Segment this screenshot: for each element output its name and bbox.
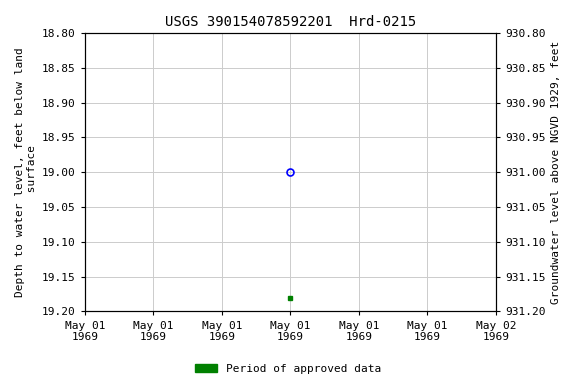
- Y-axis label: Groundwater level above NGVD 1929, feet: Groundwater level above NGVD 1929, feet: [551, 41, 561, 304]
- Legend: Period of approved data: Period of approved data: [191, 359, 385, 379]
- Y-axis label: Depth to water level, feet below land
 surface: Depth to water level, feet below land su…: [15, 47, 37, 297]
- Title: USGS 390154078592201  Hrd-0215: USGS 390154078592201 Hrd-0215: [165, 15, 416, 29]
